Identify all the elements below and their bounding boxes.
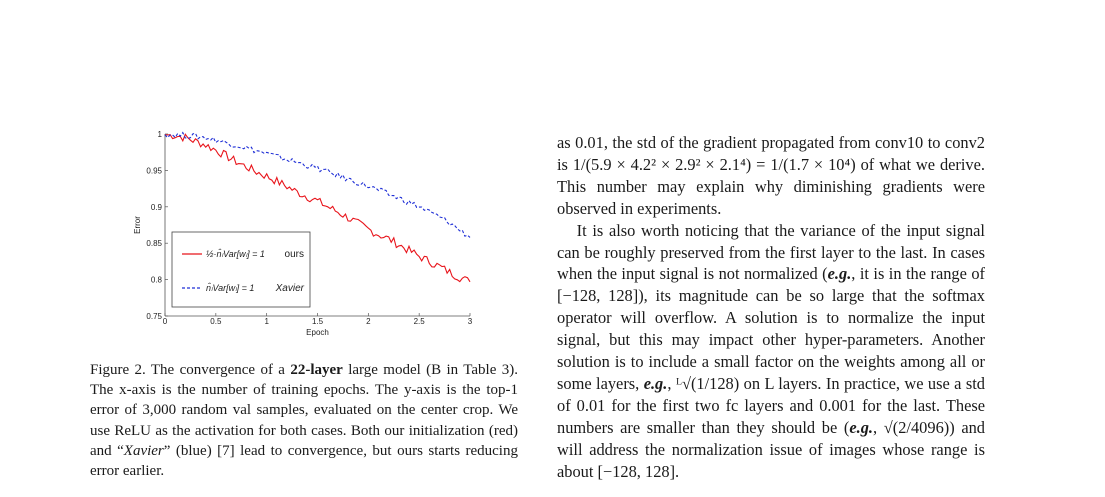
eg-2: e.g. <box>643 373 668 393</box>
caption-mid2: ” (blue) [7] lead to convergence, but ou… <box>90 442 518 480</box>
y-tick-label: 0.85 <box>146 239 162 248</box>
p2-part-c: , ᴸ√(1/128) on L layers. In practice, we… <box>557 373 985 437</box>
caption-mid1: large model (B in Table 3). The x-axis i… <box>90 362 518 459</box>
legend-formula-xavier: n̂ₗVar[wₗ] = 1 <box>206 283 254 293</box>
convergence-chart: 0 0.5 1 1.5 2 2.5 3 0.75 0.8 0.85 0.9 0.95 1 Epoch Err… <box>128 126 480 344</box>
eg-3: e.g. <box>849 417 874 437</box>
legend-formula-ours: ½·n̂ₗVar[wₗ] = 1 <box>206 249 265 259</box>
x-tick-label: 2.5 <box>414 317 426 326</box>
legend-label-ours: ours <box>285 249 304 260</box>
legend-box <box>171 231 311 308</box>
caption-bold: 22-layer <box>290 362 343 378</box>
body-column: as 0.01, the std of the gradient propaga… <box>557 132 985 483</box>
x-tick-label: 0.5 <box>210 317 222 326</box>
x-axis-label: Epoch <box>306 328 329 337</box>
x-tick-label: 0 <box>163 317 168 326</box>
y-tick-label: 0.75 <box>146 312 162 321</box>
p2-part-d: , √(2/4096)) and will address the normal… <box>557 417 986 481</box>
p2-part-b: , it is in the range of [−128, 128]), it… <box>557 264 985 393</box>
x-tick-label: 1.5 <box>312 317 324 326</box>
x-tick-label: 3 <box>468 317 473 326</box>
series-line-xavier <box>164 131 471 238</box>
series-line-ours <box>164 133 471 283</box>
caption-xavier: Xavier <box>123 442 164 459</box>
figure-caption: Figure 2. The convergence of a 22-layer … <box>90 360 518 481</box>
eg-1: e.g. <box>827 264 852 284</box>
y-tick-label: 1 <box>158 130 163 139</box>
y-tick-label: 0.8 <box>151 276 163 285</box>
y-tick-label: 0.95 <box>146 166 162 175</box>
x-tick-label: 1 <box>264 317 269 326</box>
legend-label-xavier: Xavier <box>275 283 305 294</box>
paragraph-2: It is also worth noticing that the varia… <box>557 220 985 483</box>
caption-prefix: Figure 2. The convergence of a <box>90 362 291 378</box>
p2-part-a: It is also worth noticing that the varia… <box>557 220 985 284</box>
chart-svg: 0 0.5 1 1.5 2 2.5 3 0.75 0.8 0.85 0.9 0.95 1 Epoch Err… <box>133 130 473 337</box>
y-tick-label: 0.9 <box>151 203 163 212</box>
x-tick-label: 2 <box>366 317 371 326</box>
y-axis-label: Error <box>133 216 142 234</box>
paragraph-1: as 0.01, the std of the gradient propaga… <box>557 133 985 218</box>
